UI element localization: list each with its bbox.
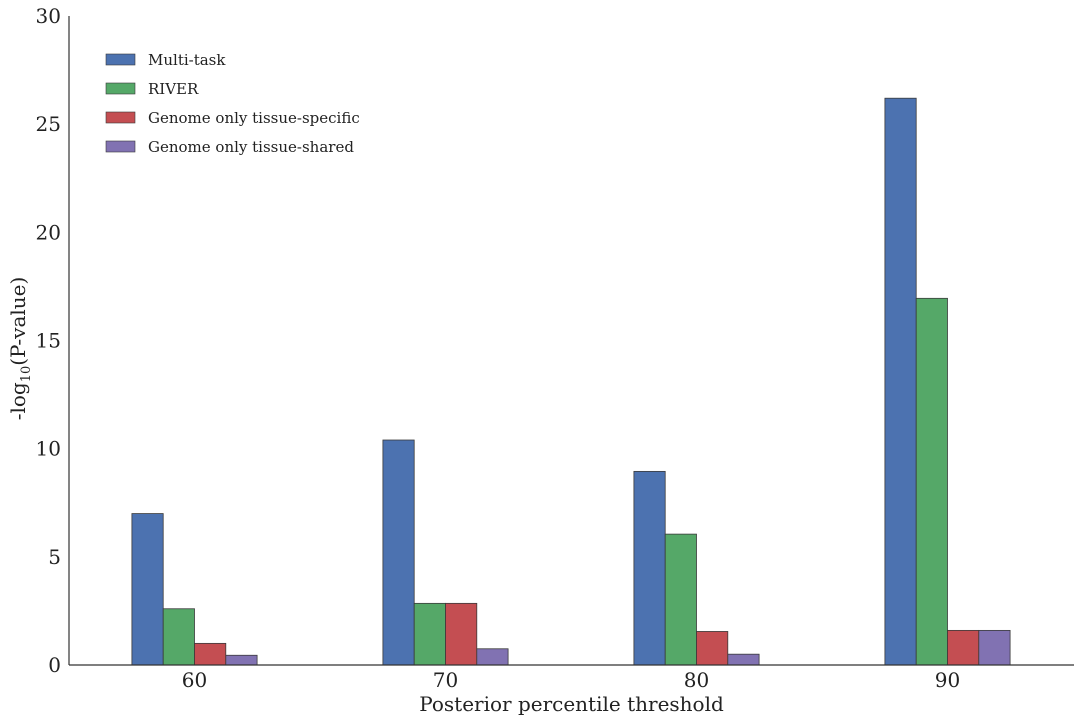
x-axis-label: Posterior percentile threshold [419,692,724,716]
x-tick-label: 80 [684,668,709,692]
legend-label: RIVER [148,80,199,98]
axes-layer [68,16,1074,666]
legend-swatch [105,82,136,95]
bar-river-80 [664,533,697,666]
y-tick-label: 5 [48,545,61,569]
x-tick-label: 90 [935,668,960,692]
y-axis-label-suffix: (P-value) [6,277,30,366]
bar-genome-only-tissue-specific-60 [194,642,227,666]
y-tick-label: 10 [36,437,61,461]
y-axis-label-prefix: -log [6,382,30,420]
y-axis-label-subscript: 10 [19,366,34,383]
bar-genome-only-tissue-specific-80 [696,631,729,666]
legend-label: Genome only tissue-shared [148,138,354,156]
y-tick-label: 30 [36,4,61,28]
x-tick-label: 70 [433,668,458,692]
bar-multi-task-80 [633,470,666,666]
y-tick-label: 15 [36,329,61,353]
y-tick-label: 0 [48,653,61,677]
bar-genome-only-tissue-shared-90 [978,629,1011,666]
bars-layer [131,97,1011,666]
bar-multi-task-90 [884,97,917,666]
bar-genome-only-tissue-shared-70 [476,648,509,666]
legend-swatch [105,53,136,66]
y-tick-labels: 0 5 10 15 20 25 30 [36,4,61,677]
bar-multi-task-60 [131,513,164,666]
legend-swatch [105,140,136,153]
legend-swatch [105,111,136,124]
bar-river-60 [162,608,195,666]
bar-river-90 [915,297,948,666]
legend-label: Genome only tissue-specific [148,109,360,127]
bar-genome-only-tissue-specific-90 [947,629,980,666]
legend: Multi-task RIVER Genome only tissue-specif… [105,51,360,156]
bar-genome-only-tissue-shared-80 [727,653,760,666]
bar-multi-task-70 [382,439,415,666]
y-tick-label: 20 [36,220,61,244]
bar-genome-only-tissue-specific-70 [445,602,478,666]
y-tick-label: 25 [36,112,61,136]
x-tick-labels: 60 70 80 90 [182,668,960,692]
bar-river-70 [413,602,446,666]
x-tick-label: 60 [182,668,207,692]
y-axis-label: -log10(P-value) [6,277,34,421]
legend-label: Multi-task [148,51,226,69]
bar-genome-only-tissue-shared-60 [225,654,258,666]
